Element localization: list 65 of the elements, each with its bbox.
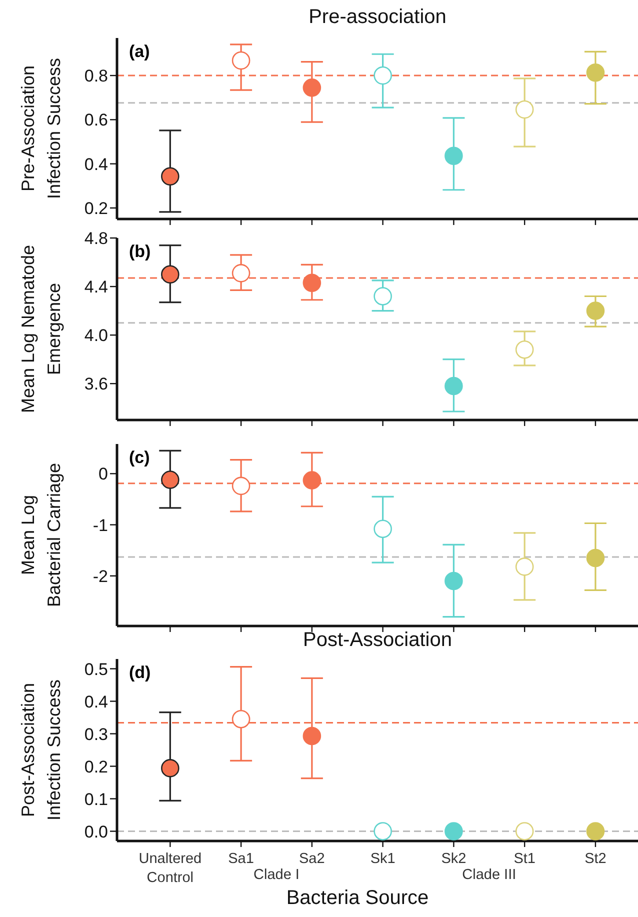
y-axis-title: Mean Log Bacterial Carriage — [18, 462, 64, 608]
y-tick-label: 0 — [98, 464, 108, 484]
x-tick-label: Unaltered Control — [138, 851, 202, 886]
point — [586, 548, 605, 568]
y-tick-label: -1 — [92, 516, 108, 535]
point — [302, 274, 322, 292]
y-tick-label: 0.2 — [84, 199, 108, 218]
y-tick-label: 0.4 — [84, 692, 108, 712]
point — [444, 822, 463, 840]
y-tick-label: 0.2 — [84, 757, 108, 776]
y-tick-label: 0.8 — [84, 66, 108, 86]
text: Clade III — [461, 867, 518, 883]
y-tick-label: 4.8 — [84, 229, 108, 248]
y-tick-label: 0.6 — [84, 110, 108, 130]
point — [515, 558, 534, 576]
x-tick-label: St2 — [584, 851, 606, 867]
point — [444, 376, 463, 396]
point — [444, 146, 463, 166]
x-axis-title: Bacteria Source — [285, 887, 430, 910]
point — [302, 726, 322, 746]
annotation: (d) — [129, 663, 151, 683]
point — [161, 265, 180, 284]
point — [161, 470, 180, 489]
point — [515, 340, 534, 359]
y-tick-label: 3.6 — [84, 374, 108, 394]
annotation: (b) — [129, 242, 151, 262]
point — [444, 572, 463, 590]
annotation: (c) — [129, 448, 150, 468]
annotation: (a) — [129, 42, 150, 62]
point — [161, 167, 180, 186]
point — [232, 476, 250, 496]
point — [232, 710, 250, 728]
point — [586, 822, 605, 840]
point — [515, 100, 534, 119]
point — [232, 264, 250, 282]
y-tick-label: 0.3 — [84, 724, 108, 744]
point — [374, 66, 392, 85]
y-tick-label: 0.4 — [84, 154, 108, 174]
chart-title: Post-Association — [302, 629, 453, 652]
point — [302, 78, 322, 97]
point — [374, 822, 392, 840]
point — [586, 64, 605, 82]
x-tick-label: St1 — [514, 851, 536, 867]
point — [374, 287, 392, 306]
y-tick-label: 0.5 — [84, 660, 108, 679]
y-axis-title: Post-Association Infection Success — [18, 679, 64, 821]
x-tick-label: Sk1 — [370, 851, 396, 867]
point — [302, 471, 322, 490]
y-tick-label: 4.0 — [84, 326, 108, 346]
point — [161, 759, 180, 778]
point — [586, 302, 605, 320]
y-tick-label: -2 — [92, 566, 108, 586]
point — [515, 822, 534, 840]
point — [232, 51, 250, 70]
y-axis-title: Pre-Association Infection Success — [18, 58, 64, 200]
x-tick-label: Sk2 — [441, 851, 466, 867]
point — [374, 520, 392, 538]
y-axis-title: Mean Log Nematode Emergence — [18, 244, 64, 414]
y-tick-label: 0.1 — [84, 790, 108, 809]
x-tick-label: Sa2 — [299, 851, 325, 867]
chart-title: Pre-association — [308, 6, 448, 29]
x-tick-label: Sa1 — [228, 851, 254, 867]
y-tick-label: 4.4 — [84, 278, 108, 297]
y-tick-label: 0.0 — [84, 822, 108, 842]
text: Clade I — [252, 867, 300, 883]
